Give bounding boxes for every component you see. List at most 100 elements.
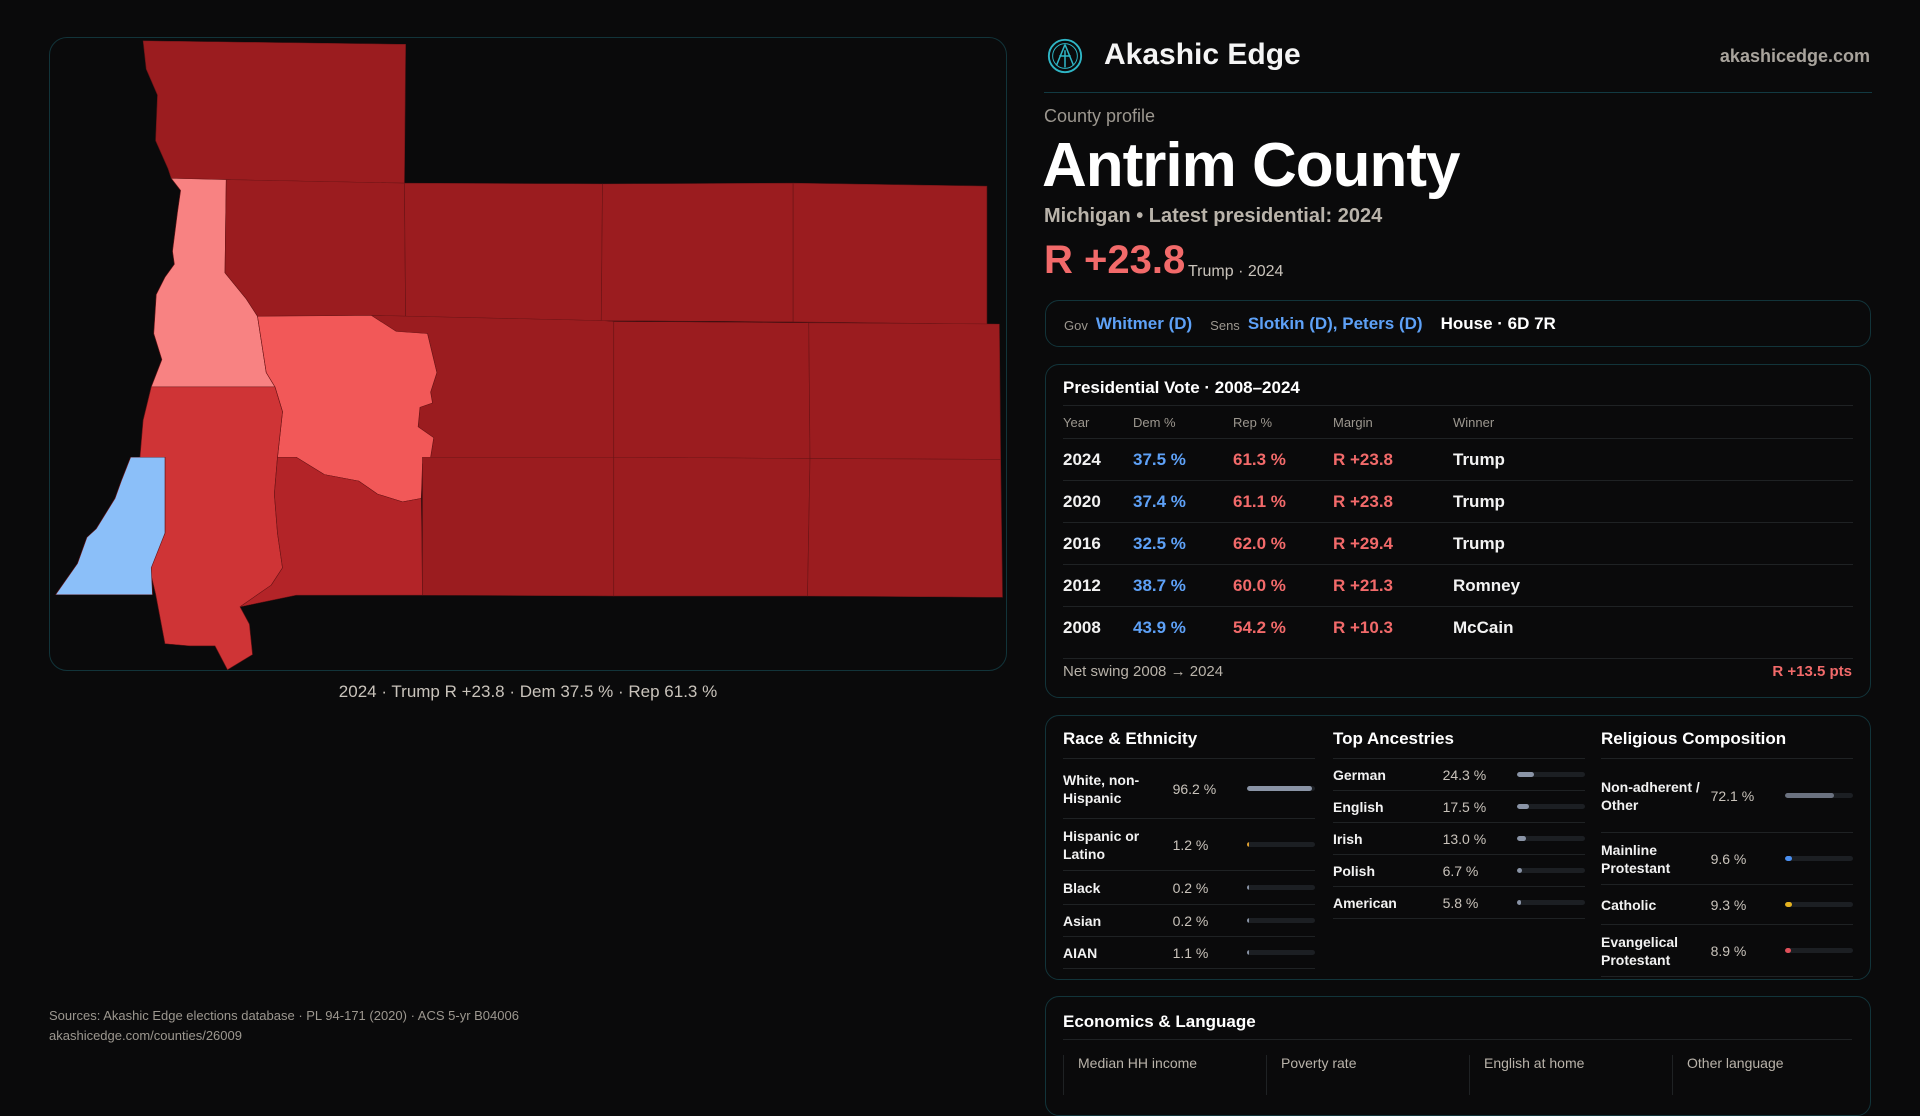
akashic-edge-logo-icon [1047,38,1083,74]
row-label: Mainline Protestant [1601,841,1671,876]
race-row: White, non-Hispanic 96.2 % [1063,759,1315,819]
row-value: 6.7 % [1442,862,1479,879]
column-header: Dem % [1133,414,1176,430]
county-region[interactable] [55,456,166,595]
row-label: German [1333,766,1386,783]
row-value: 96.2 % [1172,780,1217,797]
row-label: Evangelical Protestant [1601,933,1679,968]
county-region[interactable] [808,322,1001,460]
row-label: Black [1063,879,1101,896]
net-swing-label: Net swing 2008 → 2024 [1063,663,1224,680]
share-bar-fill [1247,786,1313,791]
share-bar-fill [1247,918,1250,923]
row-value: 9.6 % [1710,850,1747,867]
share-bar [1517,836,1585,841]
rep-cell: 61.1 % [1233,491,1286,511]
ancestry-row: English 17.5 % [1333,791,1585,823]
share-bar [1785,902,1853,907]
governor: Whitmer (D) [1095,313,1193,333]
margin-cell: R +23.8 [1333,449,1394,469]
year-cell: 2012 [1063,575,1101,595]
header-divider [1044,92,1872,93]
econ-header: Poverty rate [1266,1055,1469,1095]
ancestry-row: German 24.3 % [1333,759,1585,791]
row-value: 0.2 % [1172,879,1209,896]
row-label: Asian [1063,912,1102,929]
table-row: 2012 38.7 % 60.0 % R +21.3 Romney [1063,564,1853,606]
row-value: 13.0 % [1442,830,1487,847]
dem-cell: 43.9 % [1133,617,1186,637]
share-bar-fill [1517,900,1522,905]
gov-label: Gov [1064,318,1088,333]
religion-row: Catholic 9.3 % [1601,885,1853,925]
officials-bar: Gov Whitmer (D) Sens Slotkin (D), Peters… [1045,300,1871,347]
share-bar-fill [1247,950,1250,955]
table-header: Year Dem % Rep % Margin Winner [1063,405,1853,438]
share-bar [1247,842,1315,847]
religion-section: Religious Composition Non-adherent / Oth… [1601,729,1853,977]
latest-margin-note: Trump · 2024 [1188,263,1284,280]
table-row: 2024 37.5 % 61.3 % R +23.8 Trump [1063,438,1853,480]
economics-title: Economics & Language [1063,1012,1256,1031]
year-cell: 2024 [1063,449,1101,469]
economics-card: Economics & Language Median HH income Po… [1045,996,1871,1116]
site-link[interactable]: akashicedge.com [1719,46,1870,66]
row-value: 9.3 % [1710,896,1747,913]
rep-cell: 60.0 % [1233,575,1286,595]
dem-cell: 37.4 % [1133,491,1186,511]
row-label: Hispanic or Latino [1063,827,1140,862]
share-bar [1785,948,1853,953]
presidential-table: Year Dem % Rep % Margin Winner 2024 37.5 … [1063,405,1853,659]
county-region[interactable] [422,456,615,597]
share-bar [1247,950,1315,955]
religion-row: Evangelical Protestant 8.9 % [1601,925,1853,977]
share-bar-fill [1785,793,1835,798]
winner-cell: Trump [1453,533,1505,553]
row-value: 8.9 % [1710,942,1747,959]
religion-row: Non-adherent / Other 72.1 % [1601,759,1853,833]
net-swing: Net swing 2008 → 2024 R +13.5 pts [1063,663,1852,680]
column-header: Margin [1333,414,1373,430]
county-region[interactable] [613,456,811,597]
share-bar-fill [1517,868,1522,873]
table-row: 2016 32.5 % 62.0 % R +29.4 Trump [1063,522,1853,564]
county-map [55,40,1003,671]
county-region[interactable] [613,321,811,459]
winner-cell: McCain [1453,617,1514,637]
margin-cell: R +23.8 [1333,491,1394,511]
county-region[interactable] [792,182,988,325]
share-bar-fill [1247,842,1250,847]
ancestry-title: Top Ancestries [1333,729,1454,748]
row-label: Catholic [1601,896,1657,913]
share-bar-fill [1517,836,1527,841]
share-bar-fill [1247,885,1250,890]
econ-header: English at home [1469,1055,1672,1095]
dem-cell: 37.5 % [1133,449,1186,469]
row-label: American [1333,894,1397,911]
senators-label: Sens [1210,318,1240,333]
share-bar-fill [1785,902,1792,907]
column-header: Year [1063,414,1090,430]
rep-cell: 61.3 % [1233,449,1286,469]
dem-cell: 38.7 % [1133,575,1186,595]
margin-cell: R +21.3 [1333,575,1394,595]
ancestry-row: Polish 6.7 % [1333,855,1585,887]
row-value: 72.1 % [1710,787,1755,804]
margin-cell: R +29.4 [1333,533,1394,553]
presidential-card: Presidential Vote · 2008–2024 Year Dem %… [1045,364,1871,698]
map-caption: 2024 · Trump R +23.8 · Dem 37.5 % · Rep … [338,682,718,701]
county-region[interactable] [224,179,406,317]
brand-name: Akashic Edge [1104,38,1301,71]
margin-cell: R +10.3 [1333,617,1394,637]
county-region[interactable] [404,182,603,321]
religion-row: Mainline Protestant 9.6 % [1601,833,1853,885]
religion-title: Religious Composition [1601,729,1787,748]
row-value: 1.1 % [1172,944,1209,961]
sources-link[interactable]: akashicedge.com/counties/26009 [49,1028,242,1043]
ancestry-section: Top Ancestries German 24.3 % English 17.5 %… [1333,729,1585,919]
share-bar-fill [1785,948,1792,953]
year-cell: 2020 [1063,491,1101,511]
county-region[interactable] [600,182,794,323]
county-region[interactable] [142,40,406,184]
county-region[interactable] [807,458,1003,598]
